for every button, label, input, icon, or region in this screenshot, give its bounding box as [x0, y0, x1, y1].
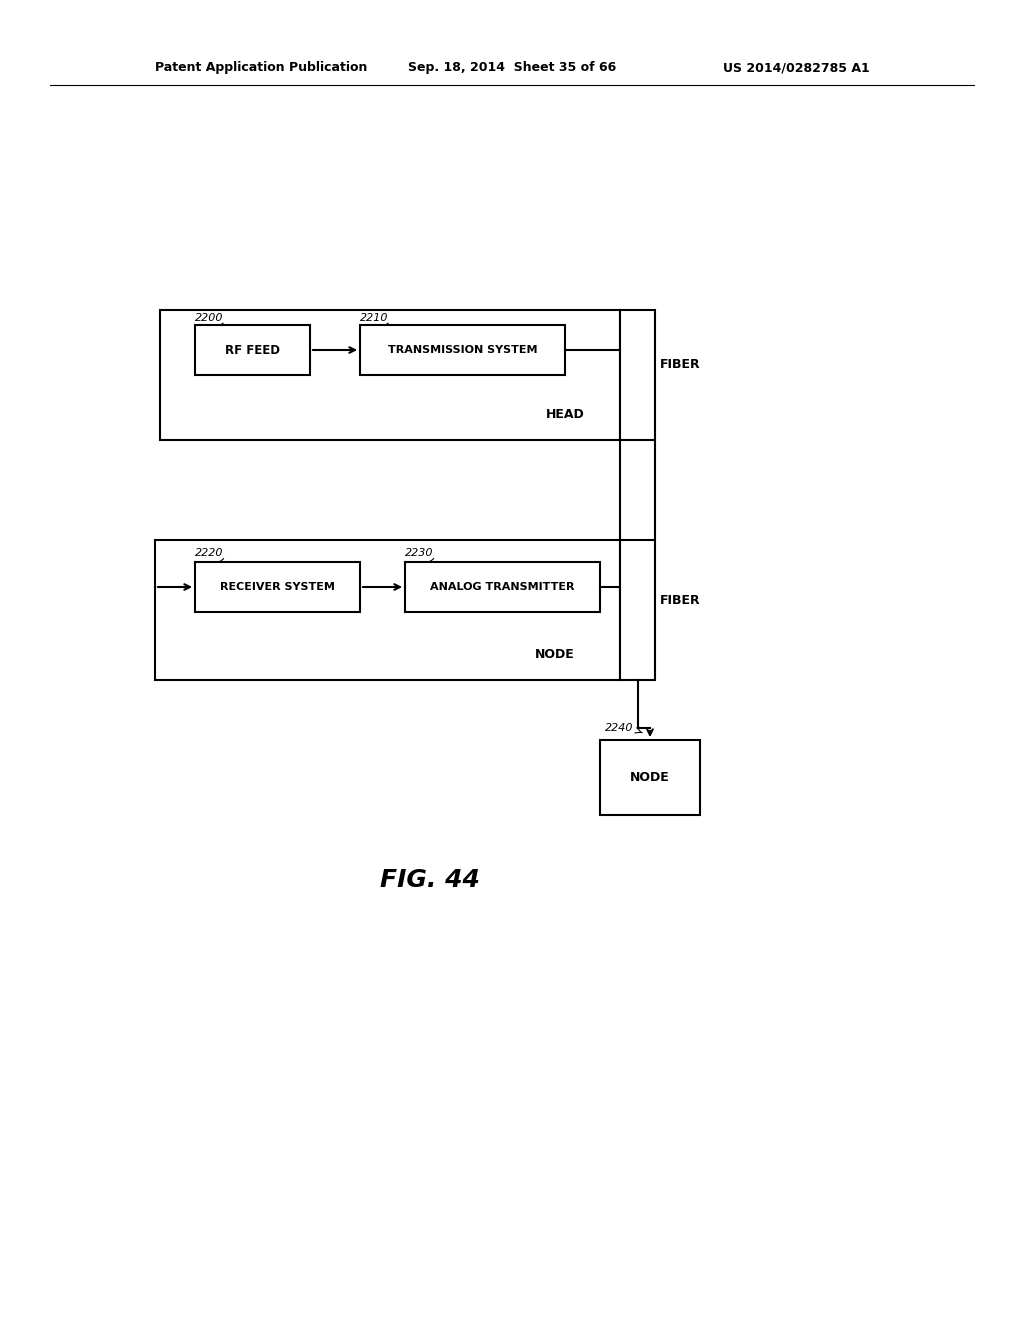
Text: Patent Application Publication: Patent Application Publication	[155, 62, 368, 74]
Text: FIBER: FIBER	[660, 594, 700, 606]
Text: TRANSMISSION SYSTEM: TRANSMISSION SYSTEM	[388, 345, 538, 355]
Text: RF FEED: RF FEED	[225, 343, 280, 356]
Bar	[195, 562, 360, 612]
Text: NODE: NODE	[536, 648, 574, 661]
Bar	[155, 540, 620, 680]
Text: HEAD: HEAD	[546, 408, 585, 421]
Bar	[360, 325, 565, 375]
Text: 2230: 2230	[406, 548, 433, 558]
Bar	[406, 562, 600, 612]
Bar	[620, 310, 655, 440]
Text: 2200: 2200	[195, 313, 223, 323]
Bar	[195, 325, 310, 375]
Bar	[620, 540, 655, 680]
Bar	[600, 741, 700, 814]
Bar	[160, 310, 620, 440]
Text: US 2014/0282785 A1: US 2014/0282785 A1	[723, 62, 870, 74]
Text: 2240: 2240	[605, 723, 634, 733]
Text: ANALOG TRANSMITTER: ANALOG TRANSMITTER	[430, 582, 574, 591]
Text: 2210: 2210	[360, 313, 388, 323]
Text: 2220: 2220	[195, 548, 223, 558]
Text: FIBER: FIBER	[660, 359, 700, 371]
Text: FIG. 44: FIG. 44	[380, 869, 480, 892]
Text: RECEIVER SYSTEM: RECEIVER SYSTEM	[220, 582, 335, 591]
Text: Sep. 18, 2014  Sheet 35 of 66: Sep. 18, 2014 Sheet 35 of 66	[408, 62, 616, 74]
Text: NODE: NODE	[630, 771, 670, 784]
